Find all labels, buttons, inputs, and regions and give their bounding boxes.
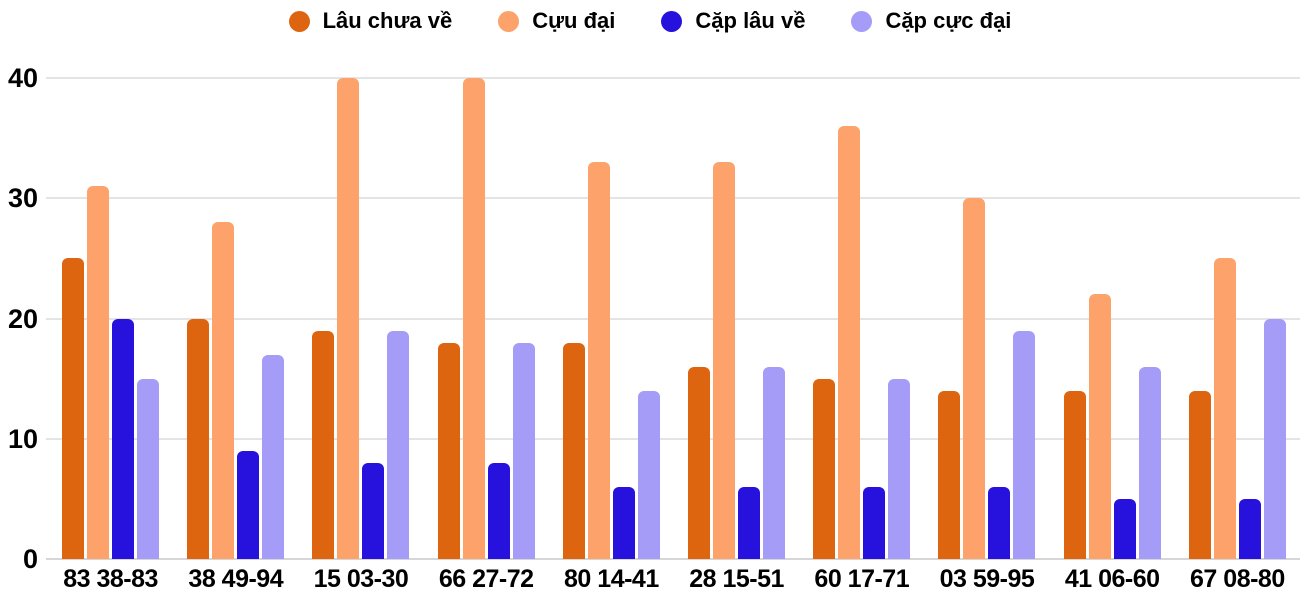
bar-series-2-cat-5[interactable] <box>738 486 761 559</box>
y-axis-tick-label: 0 <box>22 544 38 574</box>
bar-series-1-cat-1[interactable] <box>212 222 235 559</box>
bar-series-3-cat-1[interactable] <box>262 354 285 559</box>
legend-swatch-icon <box>498 10 520 32</box>
bar-series-2-cat-1[interactable] <box>237 450 260 559</box>
legend-swatch-icon <box>288 10 310 32</box>
bar-series-3-cat-9[interactable] <box>1263 318 1286 559</box>
gridline-30 <box>46 197 1300 200</box>
x-axis-category-label: 60 17-71 <box>814 565 910 593</box>
y-axis-tick-label: 30 <box>7 183 38 214</box>
bar-series-1-cat-2[interactable] <box>337 78 360 559</box>
bar-series-0-cat-4[interactable] <box>562 342 585 559</box>
bar-series-2-cat-7[interactable] <box>988 486 1011 559</box>
x-axis-category-label: 03 59-95 <box>939 565 1035 593</box>
x-axis-category-label: 41 06-60 <box>1064 565 1160 593</box>
x-axis-category-label: 83 38-83 <box>63 565 158 593</box>
x-axis-category-label: 67 08-80 <box>1190 565 1285 593</box>
legend-item-label: Cặp cực đại <box>885 8 1012 33</box>
x-axis-category-label: 80 14-41 <box>564 565 659 593</box>
bar-series-1-cat-7[interactable] <box>963 198 986 559</box>
gridline-10 <box>46 437 1300 440</box>
gridline-40 <box>46 77 1300 79</box>
x-axis-category-label: 28 15-51 <box>689 565 784 593</box>
bar-series-3-cat-3[interactable] <box>512 342 535 559</box>
bar-series-2-cat-3[interactable] <box>487 462 510 559</box>
bar-series-1-cat-3[interactable] <box>462 78 485 559</box>
bar-series-0-cat-5[interactable] <box>688 366 711 559</box>
bar-series-2-cat-9[interactable] <box>1238 498 1261 559</box>
bar-series-3-cat-4[interactable] <box>637 390 660 559</box>
bar-series-1-cat-6[interactable] <box>838 126 861 559</box>
legend-item-3: Cặp cực đại <box>851 8 1011 34</box>
bar-group-0 <box>48 186 173 559</box>
bar-group-1 <box>173 222 298 559</box>
bar-series-3-cat-5[interactable] <box>763 366 786 559</box>
bar-group-5 <box>674 162 799 559</box>
bar-series-0-cat-3[interactable] <box>437 342 460 559</box>
legend-item-2: Cặp lâu về <box>661 8 805 34</box>
y-axis-tick-label: 20 <box>7 303 38 334</box>
bar-group-9 <box>1175 258 1300 559</box>
bar-group-4 <box>549 162 674 559</box>
gridline-0 <box>46 558 1300 560</box>
bar-series-1-cat-4[interactable] <box>587 162 610 559</box>
bar-group-3 <box>424 78 549 559</box>
bar-series-2-cat-8[interactable] <box>1113 498 1136 559</box>
bar-series-1-cat-5[interactable] <box>713 162 736 559</box>
bar-series-0-cat-7[interactable] <box>938 390 961 559</box>
legend-item-label: Cựu đại <box>532 8 616 33</box>
bar-series-2-cat-4[interactable] <box>612 486 635 559</box>
bar-series-3-cat-6[interactable] <box>888 378 911 559</box>
bar-series-0-cat-8[interactable] <box>1063 390 1086 559</box>
bar-series-0-cat-1[interactable] <box>187 318 210 559</box>
bar-group-2 <box>298 78 423 559</box>
x-axis-category-label: 38 49-94 <box>188 565 284 593</box>
bar-series-0-cat-0[interactable] <box>62 258 85 559</box>
x-axis-category-label: 15 03-30 <box>313 565 409 593</box>
legend-item-label: Cặp lâu về <box>695 8 806 33</box>
legend-item-1: Cựu đại <box>498 8 615 34</box>
bar-series-2-cat-2[interactable] <box>362 462 385 559</box>
gridline-20 <box>46 317 1300 320</box>
y-axis-tick-label: 10 <box>7 423 38 454</box>
bar-group-7 <box>924 198 1049 559</box>
legend-item-0: Lâu chưa về <box>288 8 453 34</box>
bar-series-0-cat-2[interactable] <box>312 330 335 559</box>
bar-series-0-cat-9[interactable] <box>1188 390 1211 559</box>
legend-swatch-icon <box>851 10 873 32</box>
bar-series-0-cat-6[interactable] <box>813 378 836 559</box>
bar-series-3-cat-8[interactable] <box>1138 366 1161 559</box>
y-axis-tick-label: 40 <box>7 63 38 93</box>
bar-series-2-cat-0[interactable] <box>112 318 135 559</box>
bar-series-1-cat-9[interactable] <box>1213 258 1236 559</box>
bar-series-1-cat-0[interactable] <box>87 186 110 559</box>
bar-group-8 <box>1050 294 1175 559</box>
legend-swatch-icon <box>661 10 683 32</box>
chart-legend: Lâu chưa về Cựu đại Cặp lâu về Cặp cực đại <box>0 8 1300 34</box>
bar-series-2-cat-6[interactable] <box>863 486 886 559</box>
bar-series-3-cat-0[interactable] <box>137 378 160 559</box>
bar-group-6 <box>799 126 924 559</box>
bar-series-1-cat-8[interactable] <box>1088 294 1111 559</box>
x-axis-category-label: 66 27-72 <box>438 565 534 593</box>
legend-item-label: Lâu chưa về <box>322 8 453 33</box>
bar-series-3-cat-7[interactable] <box>1013 330 1036 559</box>
bar-series-3-cat-2[interactable] <box>387 330 410 559</box>
